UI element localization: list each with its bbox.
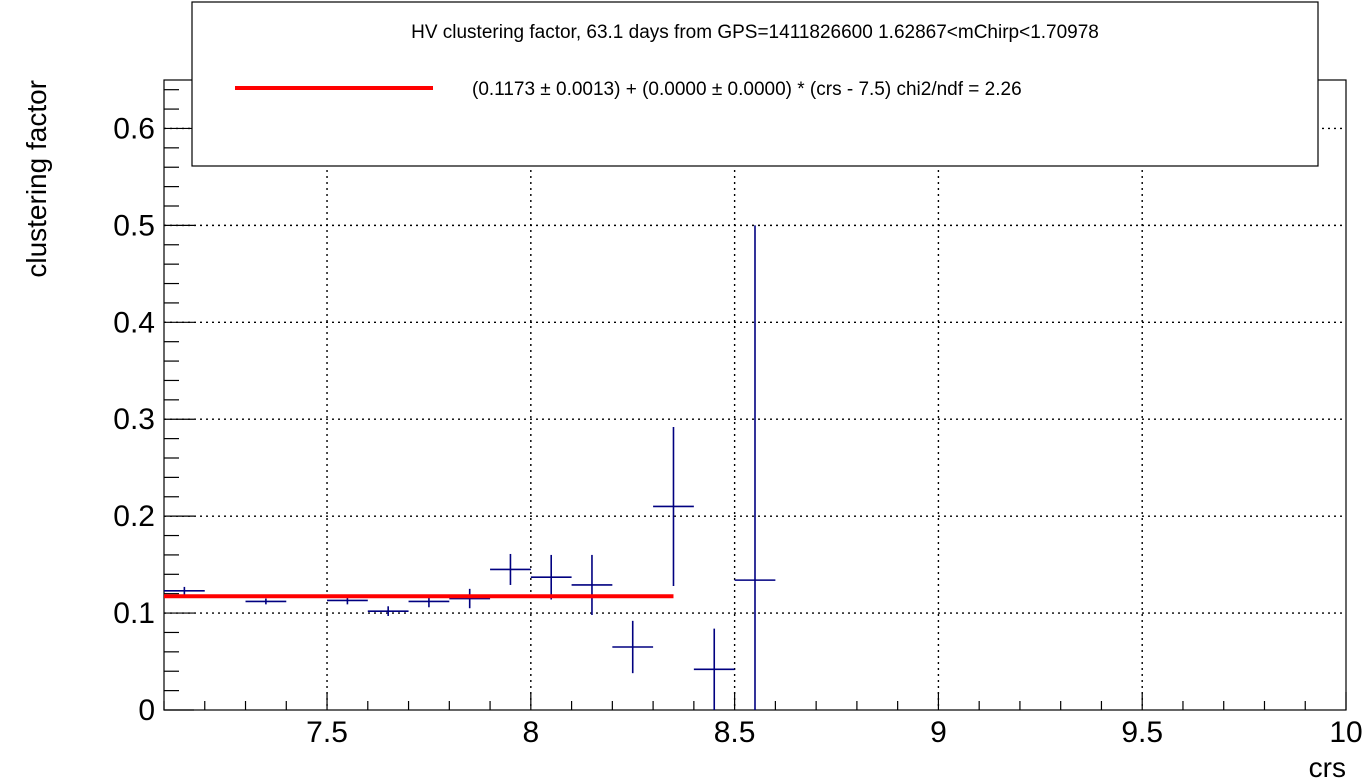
x-tick-label-4: 9.5 <box>1121 716 1163 749</box>
y-tick-label-5: 0.5 <box>113 209 155 242</box>
data-point-0 <box>164 586 205 595</box>
x-tick-label-1: 8 <box>522 716 539 749</box>
y-tick-label-2: 0.2 <box>113 500 155 533</box>
data-point-3 <box>367 606 409 616</box>
data-point-11 <box>693 628 735 710</box>
x-axis-title: crs <box>1309 752 1346 783</box>
legend: HV clustering factor, 63.1 days from GPS… <box>191 1 1319 167</box>
data-point-7 <box>530 554 572 600</box>
y-tick-label-4: 0.4 <box>113 306 155 339</box>
data-point-9 <box>612 620 654 674</box>
data-point-5 <box>449 588 491 609</box>
y-tick-label-1: 0.1 <box>113 597 155 630</box>
data-point-6 <box>490 553 531 585</box>
data-point-12 <box>734 225 776 710</box>
x-tick-label-2: 8.5 <box>714 716 756 749</box>
data-points <box>164 225 776 710</box>
axes: 7.5 8 8.5 9 9.5 10 0 0.1 0.2 0.3 0.4 0.5 0.6 <box>113 89 1363 749</box>
y-axis-title: clustering factor <box>21 80 52 278</box>
x-tick-label-3: 9 <box>930 716 947 749</box>
y-tick-label-6: 0.6 <box>113 112 155 145</box>
y-tick-label-0: 0 <box>138 694 155 727</box>
data-point-8 <box>571 554 613 616</box>
legend-fit-entry: (0.1173 ± 0.0013) + (0.0000 ± 0.0000) * … <box>472 79 1022 100</box>
y-tick-label-3: 0.3 <box>113 403 155 436</box>
x-tick-label-5: 10 <box>1329 716 1362 749</box>
x-tick-label-0: 7.5 <box>306 716 348 749</box>
data-point-10 <box>653 426 694 586</box>
chart-title: HV clustering factor, 63.1 days from GPS… <box>411 22 1099 43</box>
legend-box <box>191 1 1319 167</box>
data-point-1 <box>245 598 287 605</box>
